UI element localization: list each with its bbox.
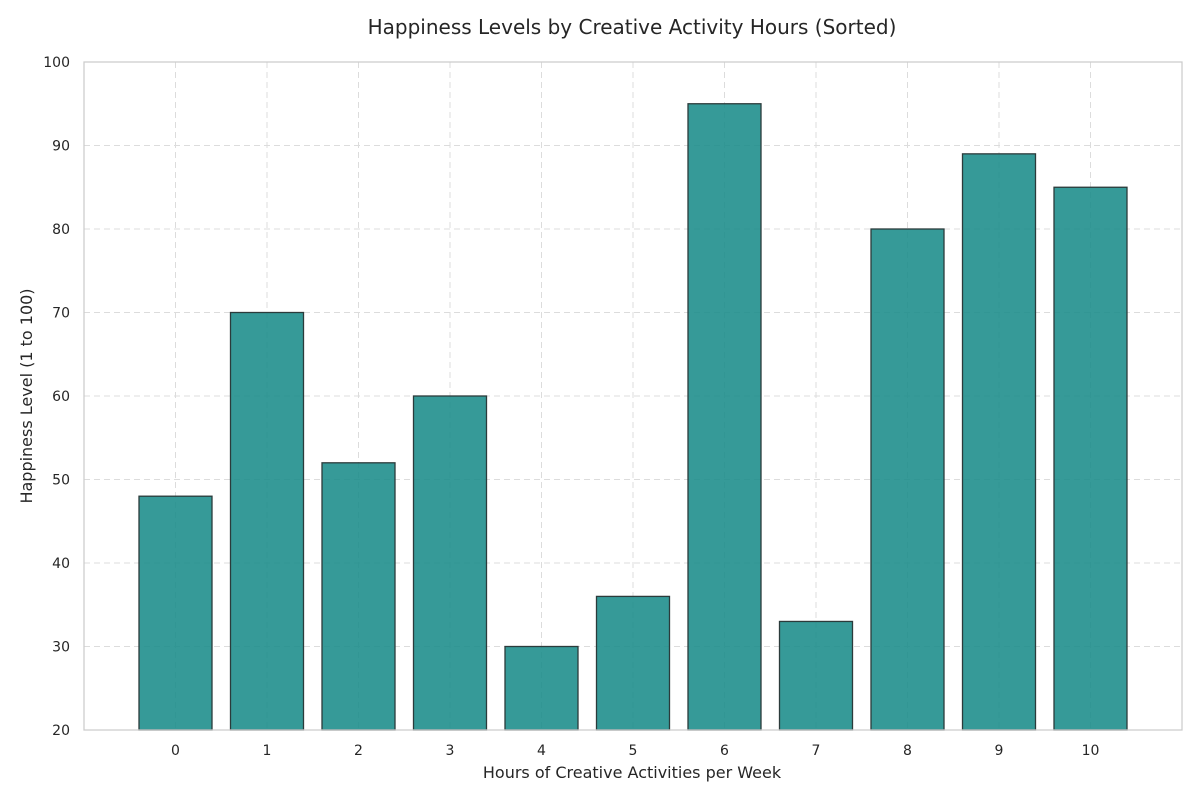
x-tick-label: 1 — [263, 743, 272, 759]
bar — [504, 645, 579, 731]
x-tick-label: 4 — [537, 743, 546, 759]
bar — [412, 395, 488, 731]
y-tick-label: 30 — [52, 640, 70, 656]
x-tick-label: 6 — [720, 743, 729, 759]
bar — [595, 595, 671, 731]
bar — [321, 462, 396, 731]
chart-title: Happiness Levels by Creative Activity Ho… — [368, 15, 897, 39]
y-tick-label: 100 — [43, 55, 70, 71]
x-tick-label: 9 — [995, 743, 1004, 759]
bar — [961, 153, 1037, 731]
x-tick-label: 5 — [629, 743, 638, 759]
x-tick-label: 10 — [1082, 743, 1100, 759]
x-tick-label: 0 — [171, 743, 180, 759]
y-tick-label: 70 — [52, 306, 70, 322]
y-axis-label: Happiness Level (1 to 100) — [17, 288, 36, 503]
y-tick-labels: 20 30 40 50 60 70 80 90 100 — [43, 55, 70, 739]
y-tick-label: 20 — [52, 723, 70, 739]
x-tick-label: 7 — [812, 743, 821, 759]
x-axis-label: Hours of Creative Activities per Week — [483, 763, 782, 782]
plot-frame — [83, 61, 1183, 731]
y-tick-label: 60 — [52, 389, 70, 405]
bar — [687, 103, 762, 731]
bar — [1053, 186, 1128, 731]
x-tick-label: 2 — [354, 743, 363, 759]
y-tick-label: 90 — [52, 139, 70, 155]
y-tick-label: 80 — [52, 222, 70, 238]
bar — [229, 311, 305, 731]
bar — [138, 495, 213, 731]
bar — [778, 620, 854, 731]
bars — [138, 103, 1128, 731]
x-tick-label: 3 — [446, 743, 455, 759]
y-tick-label: 40 — [52, 556, 70, 572]
x-tick-label: 8 — [903, 743, 912, 759]
y-tick-label: 50 — [52, 473, 70, 489]
bar — [870, 228, 945, 731]
x-tick-labels: 0 1 2 3 4 5 6 7 8 9 10 — [171, 743, 1099, 759]
